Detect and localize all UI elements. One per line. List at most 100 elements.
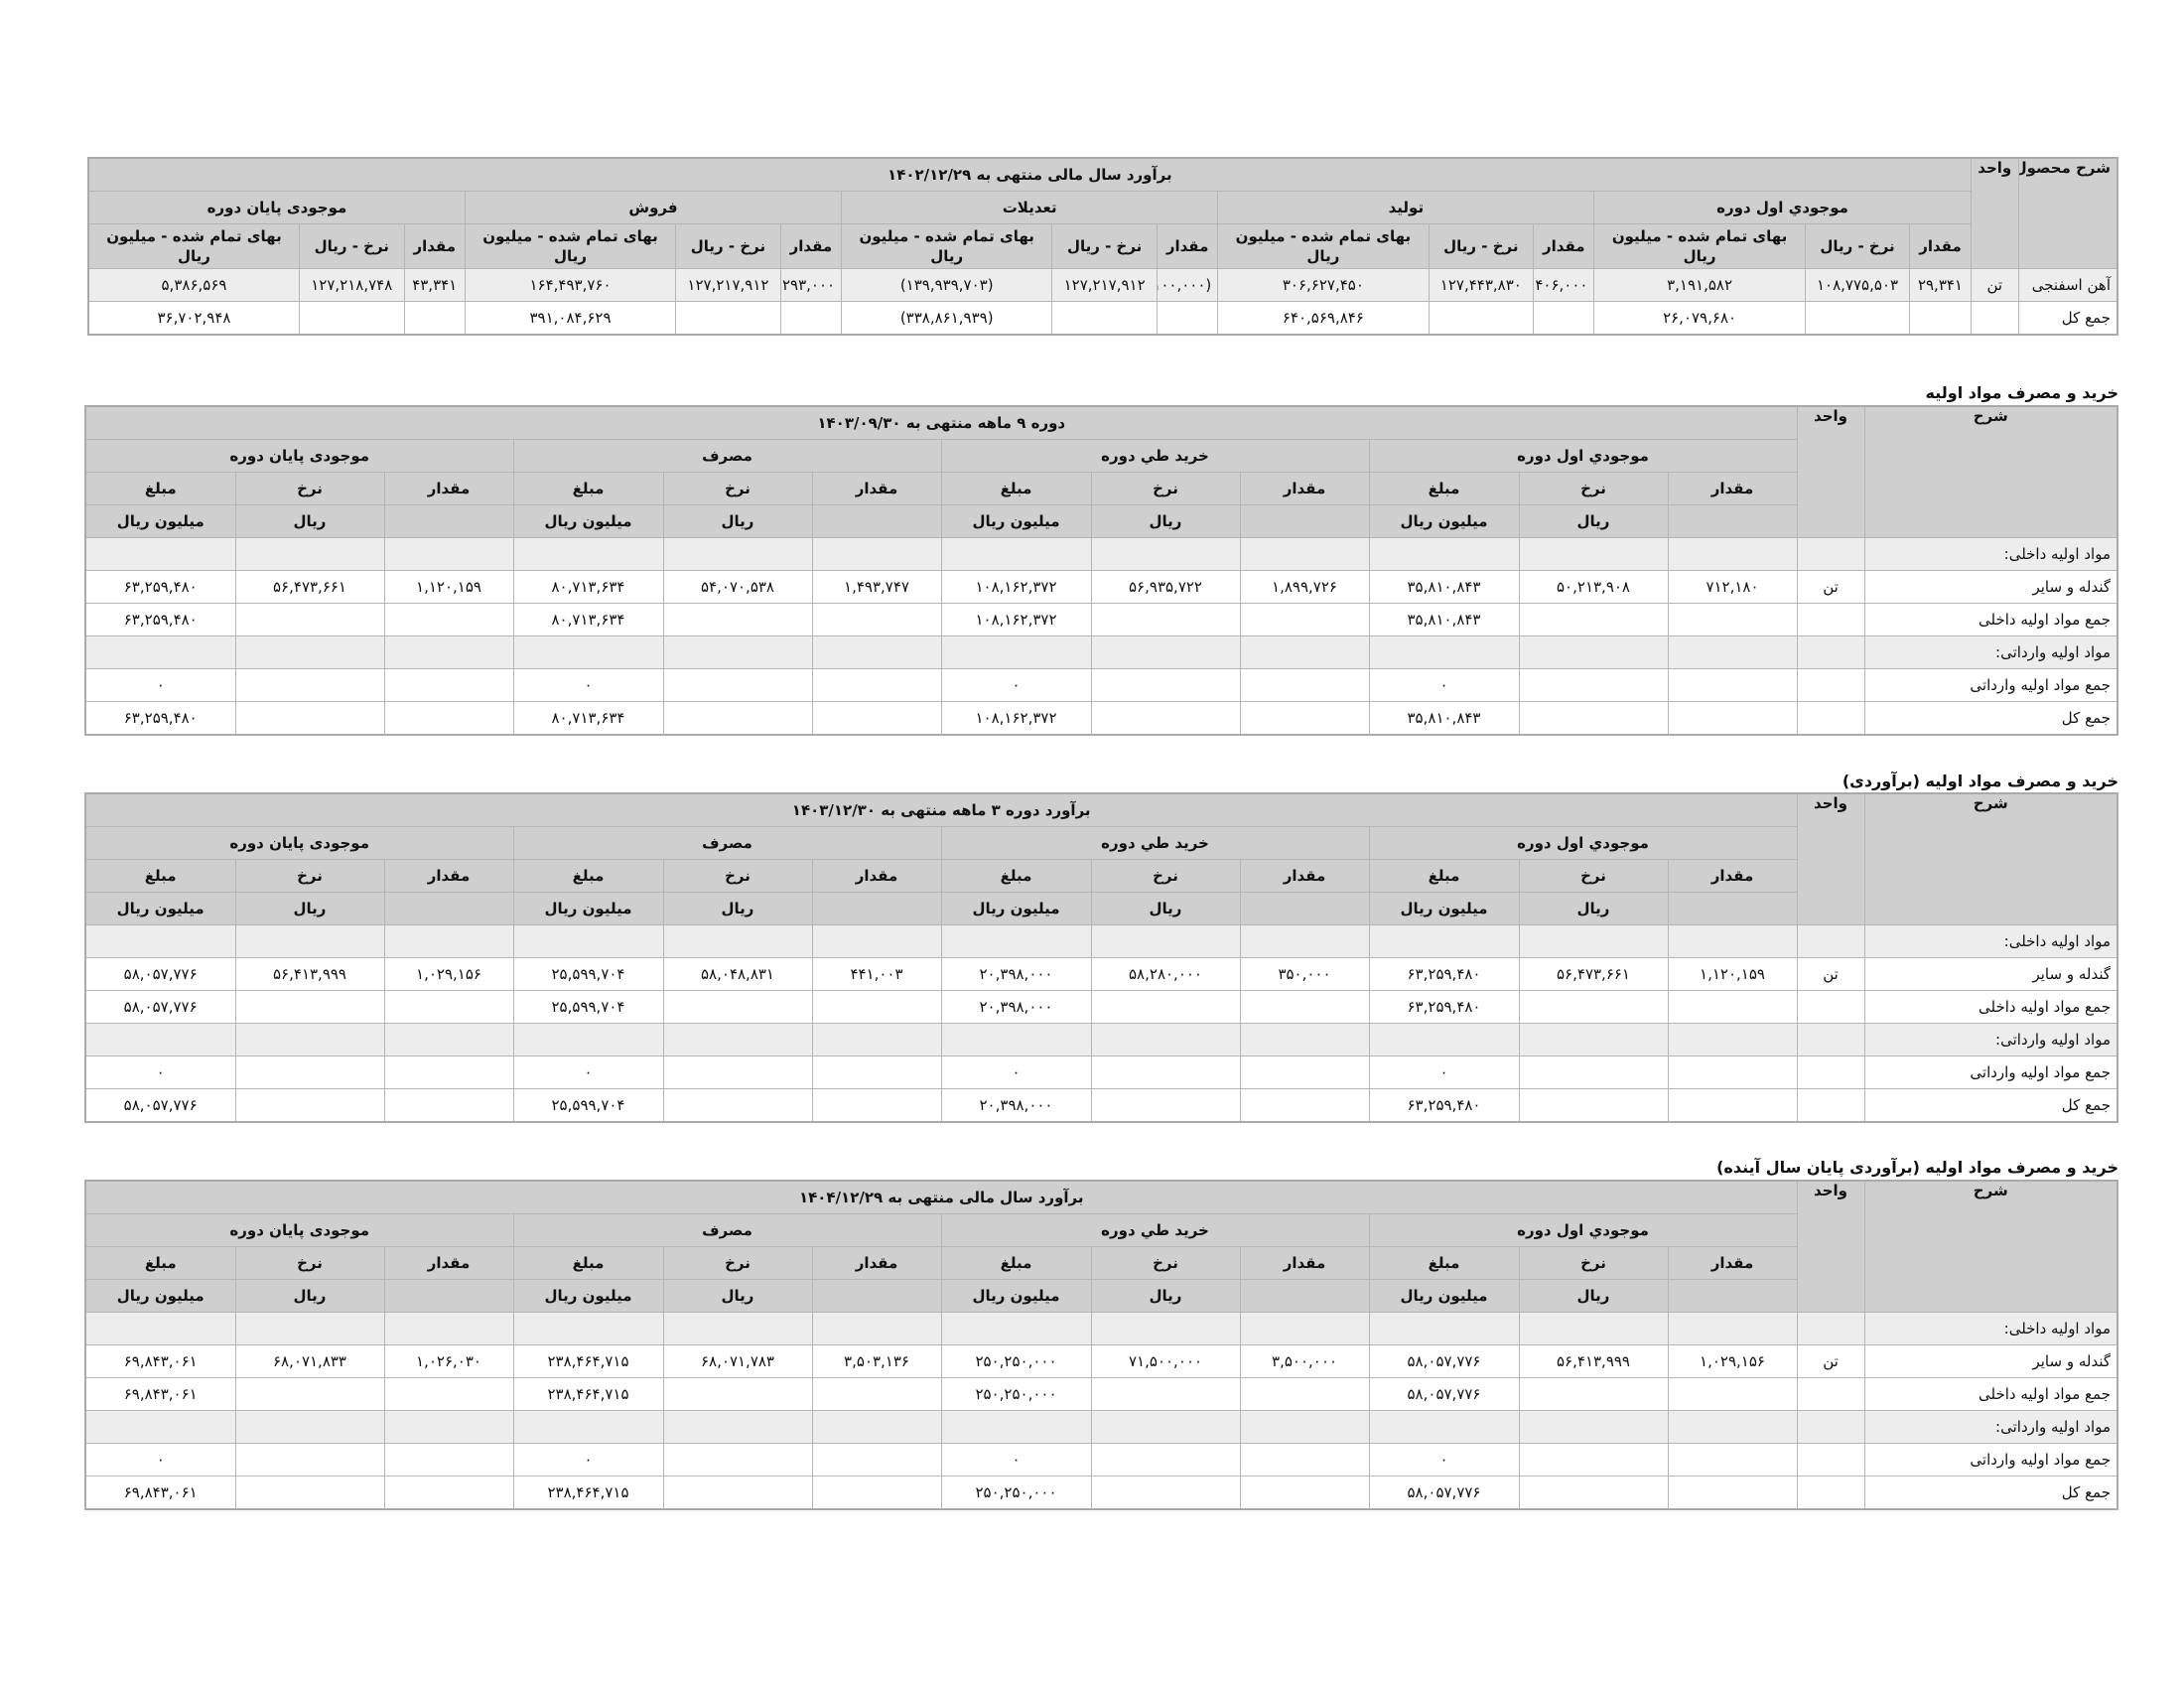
column-header: نرخ: [1090, 472, 1241, 505]
cell: ۰: [1368, 1443, 1520, 1477]
cell: ۳,۵۰۰,۰۰۰: [1239, 1344, 1370, 1378]
table-section: شرح واحد برآورد دوره ۳ ماهه منتهی به ۱۴۰۳/…: [83, 792, 2118, 1123]
table-body: مواد اولیه داخلی: گندله و سایر تن ۷۱۲,۱۸۰ ۵۰…: [84, 537, 2118, 736]
column-header: نرخ: [662, 472, 813, 505]
cell: [1667, 1055, 1798, 1089]
cell: [1796, 1410, 1865, 1444]
cell: [234, 1088, 385, 1123]
column-header: بهای تمام شده - میلیون ریال: [464, 223, 677, 269]
row-label: مواد اولیه وارداتی:: [1863, 1023, 2118, 1056]
cell: [1518, 1055, 1669, 1089]
cell: [1667, 1312, 1798, 1345]
cell: [662, 1476, 813, 1510]
cell: [811, 668, 942, 702]
table-body: مواد اولیه داخلی: گندله و سایر تن ۱,۰۲۹,۱۵۶…: [84, 1312, 2118, 1510]
cell: [811, 1443, 942, 1477]
cell: ۳۰۶,۶۲۷,۴۵۰: [1217, 268, 1430, 302]
data-row: مواد اولیه وارداتی:: [84, 1023, 2118, 1056]
cell: [383, 668, 514, 702]
cell: [811, 603, 942, 636]
cell: [1090, 924, 1241, 958]
cell: [383, 635, 514, 669]
cell: ۵۰,۲۱۳,۹۰۸: [1518, 570, 1669, 604]
cell: [1796, 668, 1865, 702]
cell: [234, 1443, 385, 1477]
cell: (۳۳۸,۸۶۱,۹۳۹): [841, 301, 1053, 336]
cell: [383, 1476, 514, 1510]
cell: [811, 701, 942, 736]
unit-label: [1667, 1279, 1798, 1313]
cell: [1518, 1088, 1669, 1123]
column-header: نرخ: [1518, 859, 1669, 893]
cell: ۶۹,۸۴۳,۰۶۱: [84, 1344, 236, 1378]
cell: ۷۱,۵۰۰,۰۰۰: [1090, 1344, 1241, 1378]
table-section: شرح واحد دوره ۹ ماهه منتهی به ۱۴۰۳/۰۹/۳۰ مو…: [84, 405, 2118, 736]
cell: [662, 603, 813, 636]
column-header: نرخ: [1090, 1246, 1241, 1280]
data-row: مواد اولیه داخلی:: [84, 1312, 2118, 1345]
label-header: شرح: [1863, 405, 2118, 538]
cell: [512, 1023, 664, 1056]
cell: ۲۳۸,۴۶۴,۷۱۵: [512, 1377, 664, 1411]
cell: [1667, 603, 1798, 636]
cell: [383, 1443, 514, 1477]
cell: [662, 1312, 813, 1345]
cell: [383, 1088, 514, 1123]
cell: ۵۶,۹۳۵,۷۲۲: [1090, 570, 1241, 604]
cell: [84, 1312, 236, 1345]
cell: [662, 537, 813, 571]
unit-label: [1239, 892, 1370, 925]
data-row: جمع مواد اولیه داخلی ۶۳,۲۵۹,۴۸۰ ۲۰,۳۹۸,۰۰۰…: [84, 990, 2118, 1024]
cell: ۳۵,۸۱۰,۸۴۳: [1368, 570, 1520, 604]
cell: ۲۵۰,۲۵۰,۰۰۰: [940, 1344, 1092, 1378]
cell: ۳,۵۰۳,۱۳۶: [811, 1344, 942, 1378]
row-label: مواد اولیه داخلی:: [1863, 537, 2118, 571]
row-label: جمع مواد اولیه داخلی: [1863, 603, 2118, 636]
cell: [1090, 1443, 1241, 1477]
unit-label: میلیون ریال: [84, 1279, 236, 1313]
group-header: مصرف: [512, 826, 942, 860]
data-row: جمع مواد اولیه وارداتی ۰ ۰ ۰ ۰: [84, 1055, 2118, 1089]
cell: [811, 1377, 942, 1411]
cell: [1518, 924, 1669, 958]
row-label: گندله و سایر: [1863, 570, 2118, 604]
label-header: شرح: [1863, 1180, 2118, 1313]
cell: [512, 1410, 664, 1444]
cell: [811, 635, 942, 669]
column-header: نرخ: [662, 859, 813, 893]
group-header: خريد طي دوره: [940, 439, 1370, 473]
cell: [1518, 603, 1669, 636]
cell: ۵۸,۰۵۷,۷۷۶: [84, 1088, 236, 1123]
table-section: شرح محصول واحد برآورد سال مالی منتهی به ۱۴…: [87, 157, 2118, 336]
column-header: مبلغ: [512, 472, 664, 505]
cell: [1090, 537, 1241, 571]
unit-label: ریال: [1090, 1279, 1241, 1313]
row-label: جمع مواد اولیه وارداتی: [1863, 1055, 2118, 1089]
data-row: جمع کل ۵۸,۰۵۷,۷۷۶ ۲۵۰,۲۵۰,۰۰۰ ۲۳۸,۴۶۴,۷۱۵ ۶۹…: [84, 1476, 2118, 1510]
cell: [1667, 1377, 1798, 1411]
group-row: موجودي اول دوره خريد طي دوره مصرف موجودی پا…: [84, 826, 2117, 860]
cell: [1796, 1476, 1865, 1510]
unit-label: میلیون ریال: [940, 892, 1092, 925]
cell: [403, 301, 466, 336]
cell: [84, 1023, 236, 1056]
cell: [1804, 301, 1911, 336]
cell: [1796, 990, 1865, 1024]
cell: [1368, 1312, 1520, 1345]
cell: [1368, 924, 1520, 958]
cell: [1667, 1088, 1798, 1123]
column-header: مبلغ: [512, 1246, 664, 1280]
unit-label: [1667, 892, 1798, 925]
header-row: شرح محصول واحد برآورد سال مالی منتهی به ۱۴…: [87, 157, 2118, 269]
period-header: برآورد سال مالی منتهی به ۱۴۰۴/۱۲/۲۹: [84, 1180, 1798, 1214]
cell: [811, 537, 942, 571]
table-section: شرح واحد برآورد سال مالی منتهی به ۱۴۰۴/۱۲/…: [83, 1180, 2118, 1510]
column-header: مبلغ: [84, 472, 236, 505]
column-header: نرخ - ریال: [675, 223, 781, 269]
section-title-wrap: خرید و مصرف مواد اولیه: [87, 380, 2118, 406]
cell: ۴۳,۳۴۱: [403, 268, 466, 302]
cell: [940, 924, 1092, 958]
cell: (۱۳۹,۹۳۹,۷۰۳): [841, 268, 1053, 302]
column-header: مقدار: [403, 223, 466, 269]
cell: ۲۰,۳۹۸,۰۰۰: [940, 957, 1092, 991]
